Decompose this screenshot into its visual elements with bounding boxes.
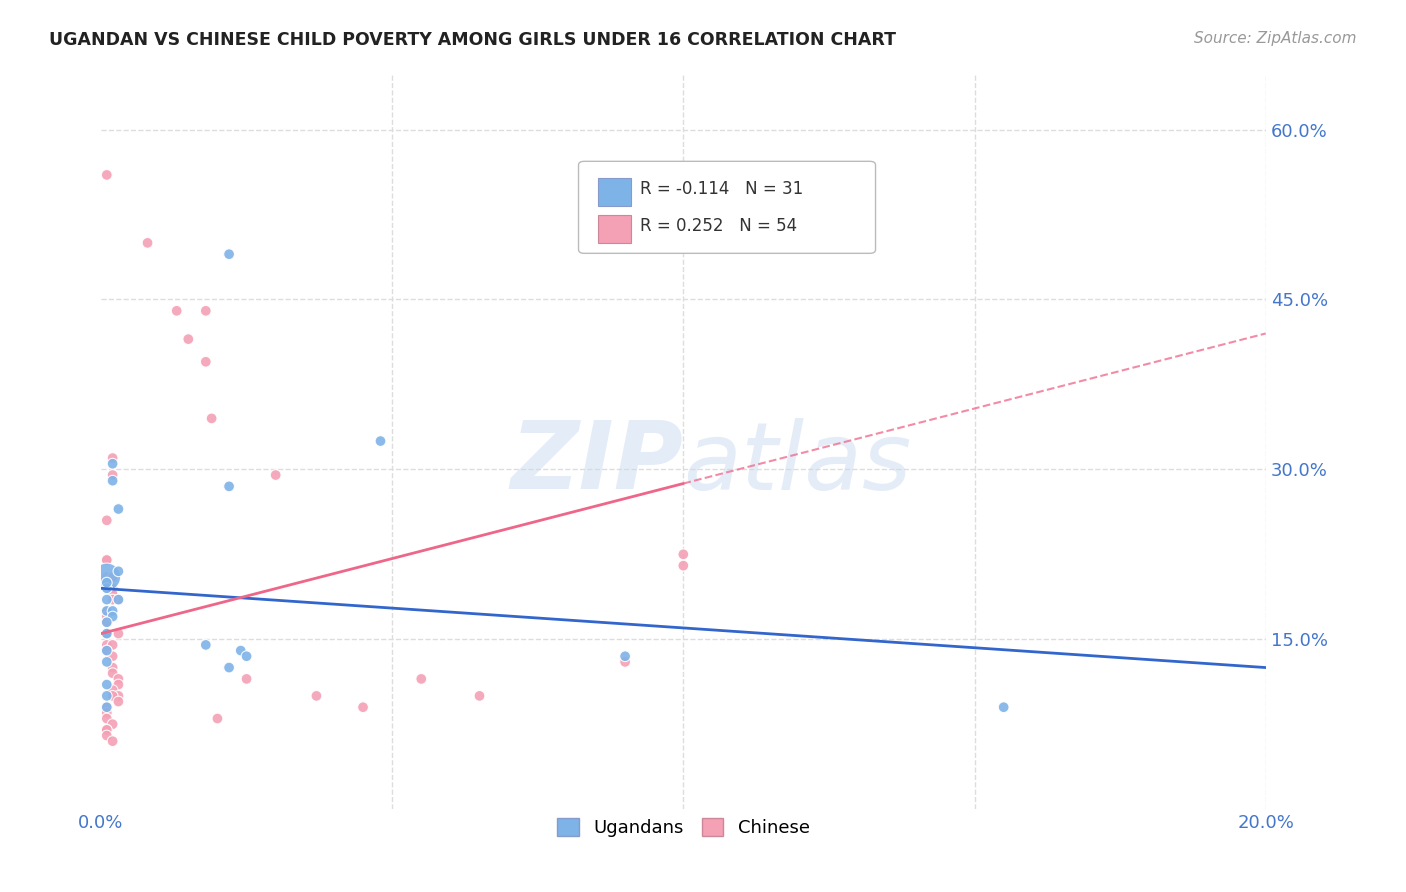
Point <box>96 626 118 640</box>
Point <box>96 615 118 630</box>
Point <box>194 355 217 369</box>
Point <box>107 502 129 516</box>
Point <box>468 689 491 703</box>
Point <box>229 643 252 657</box>
Point <box>107 677 129 691</box>
Point <box>96 723 118 737</box>
Point <box>101 604 124 618</box>
Point <box>96 582 118 596</box>
Point <box>218 479 240 493</box>
Point <box>96 575 118 590</box>
Point <box>194 638 217 652</box>
Point <box>96 643 118 657</box>
Point <box>96 553 118 567</box>
Text: UGANDAN VS CHINESE CHILD POVERTY AMONG GIRLS UNDER 16 CORRELATION CHART: UGANDAN VS CHINESE CHILD POVERTY AMONG G… <box>49 31 896 49</box>
Point <box>96 570 118 584</box>
Point <box>96 729 118 743</box>
Point <box>614 649 637 664</box>
Point <box>218 247 240 261</box>
Point <box>107 689 129 703</box>
Point <box>96 638 118 652</box>
Point <box>352 700 374 714</box>
Point <box>993 700 1015 714</box>
Point <box>218 660 240 674</box>
Text: R = 0.252   N = 54: R = 0.252 N = 54 <box>640 217 797 235</box>
Point <box>207 712 229 726</box>
Point <box>305 689 328 703</box>
Point <box>107 694 129 708</box>
Point <box>96 626 118 640</box>
Point <box>96 168 118 182</box>
FancyBboxPatch shape <box>599 215 631 243</box>
Point <box>101 666 124 681</box>
Point <box>101 457 124 471</box>
Point <box>101 609 124 624</box>
Point <box>101 734 124 748</box>
Point <box>101 451 124 466</box>
Text: R = -0.114   N = 31: R = -0.114 N = 31 <box>640 179 803 198</box>
Point <box>101 638 124 652</box>
Point <box>177 332 200 346</box>
Point <box>136 235 159 250</box>
Point <box>101 592 124 607</box>
Point <box>96 553 118 567</box>
Point <box>101 689 124 703</box>
Point <box>166 303 188 318</box>
Point <box>96 604 118 618</box>
Point <box>96 615 118 630</box>
Point <box>107 592 129 607</box>
Point <box>264 468 287 483</box>
Point <box>101 587 124 601</box>
Text: atlas: atlas <box>683 417 911 508</box>
Point <box>96 592 118 607</box>
FancyBboxPatch shape <box>578 161 876 253</box>
Point <box>672 558 695 573</box>
Legend: Ugandans, Chinese: Ugandans, Chinese <box>550 811 817 845</box>
Point <box>672 547 695 561</box>
Point <box>96 723 118 737</box>
Point <box>107 626 129 640</box>
Point <box>101 468 124 483</box>
Point <box>235 672 257 686</box>
Text: ZIP: ZIP <box>510 417 683 509</box>
Point <box>201 411 224 425</box>
Point <box>101 474 124 488</box>
Point <box>96 655 118 669</box>
Text: Source: ZipAtlas.com: Source: ZipAtlas.com <box>1194 31 1357 46</box>
Point <box>96 570 118 584</box>
Point <box>101 717 124 731</box>
Point <box>96 700 118 714</box>
Point <box>370 434 392 448</box>
Point <box>96 706 118 720</box>
Point <box>96 626 118 640</box>
Point <box>101 649 124 664</box>
Point <box>96 604 118 618</box>
Point <box>101 570 124 584</box>
Point <box>96 643 118 657</box>
Point <box>96 582 118 596</box>
Point <box>107 672 129 686</box>
Point <box>96 700 118 714</box>
Point <box>107 564 129 578</box>
Point <box>194 303 217 318</box>
Point <box>96 609 118 624</box>
Point <box>96 677 118 691</box>
Point <box>96 712 118 726</box>
Point <box>101 582 124 596</box>
Point <box>614 655 637 669</box>
Point <box>101 683 124 698</box>
Point <box>101 660 124 674</box>
FancyBboxPatch shape <box>599 178 631 206</box>
Point <box>96 604 118 618</box>
Point <box>411 672 433 686</box>
Point <box>107 592 129 607</box>
Point <box>235 649 257 664</box>
Point <box>96 689 118 703</box>
Point <box>96 513 118 527</box>
